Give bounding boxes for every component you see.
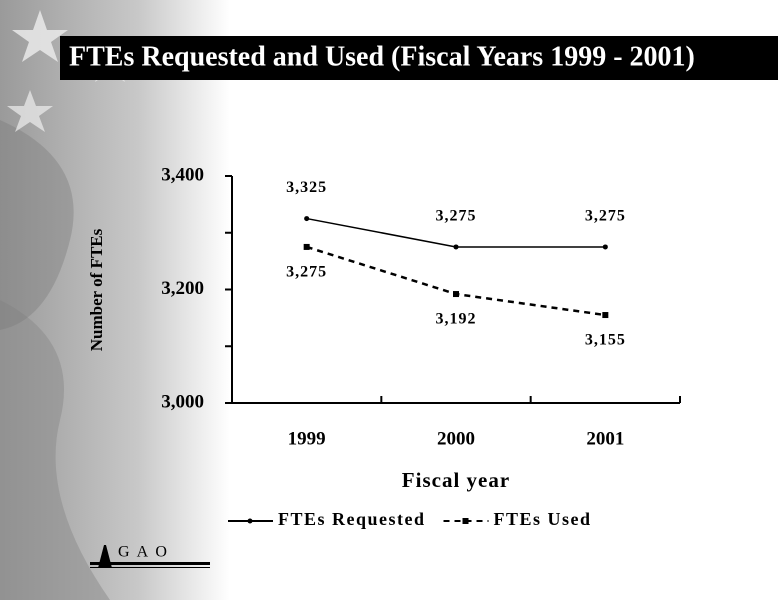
x-tick-label: 2000 — [437, 428, 475, 449]
data-label: 3,325 — [286, 179, 327, 196]
x-tick-label: 2001 — [586, 428, 624, 449]
y-axis-label: Number of FTEs — [87, 228, 106, 351]
point-marker — [602, 312, 609, 319]
background-flag — [0, 0, 230, 600]
chart-title: FTEs Requested and Used (Fiscal Years 19… — [69, 41, 695, 72]
legend-marker — [247, 518, 253, 524]
point-marker — [304, 216, 310, 222]
legend-marker — [462, 518, 469, 524]
point-marker — [602, 244, 608, 250]
data-label: 3,275 — [436, 208, 477, 225]
point-marker — [453, 244, 459, 250]
point-marker — [303, 243, 310, 250]
logo: G A O — [90, 544, 210, 568]
legend-label: FTEs Used — [494, 509, 592, 529]
data-label: 3,192 — [436, 311, 477, 328]
point-marker — [453, 291, 459, 298]
x-axis-label: Fiscal year — [402, 468, 510, 492]
y-tick-label: 3,000 — [161, 391, 204, 412]
data-label: 3,275 — [585, 208, 626, 225]
y-tick-label: 3,400 — [161, 164, 204, 185]
series-line — [306, 245, 606, 317]
data-label: 3,275 — [286, 264, 327, 281]
x-tick-label: 1999 — [288, 428, 326, 449]
legend-label: FTEs Requested — [278, 509, 426, 529]
data-label: 3,155 — [585, 332, 626, 349]
title-bar — [60, 36, 778, 80]
logo-text: G A O — [118, 544, 169, 561]
y-tick-label: 3,200 — [161, 278, 204, 299]
